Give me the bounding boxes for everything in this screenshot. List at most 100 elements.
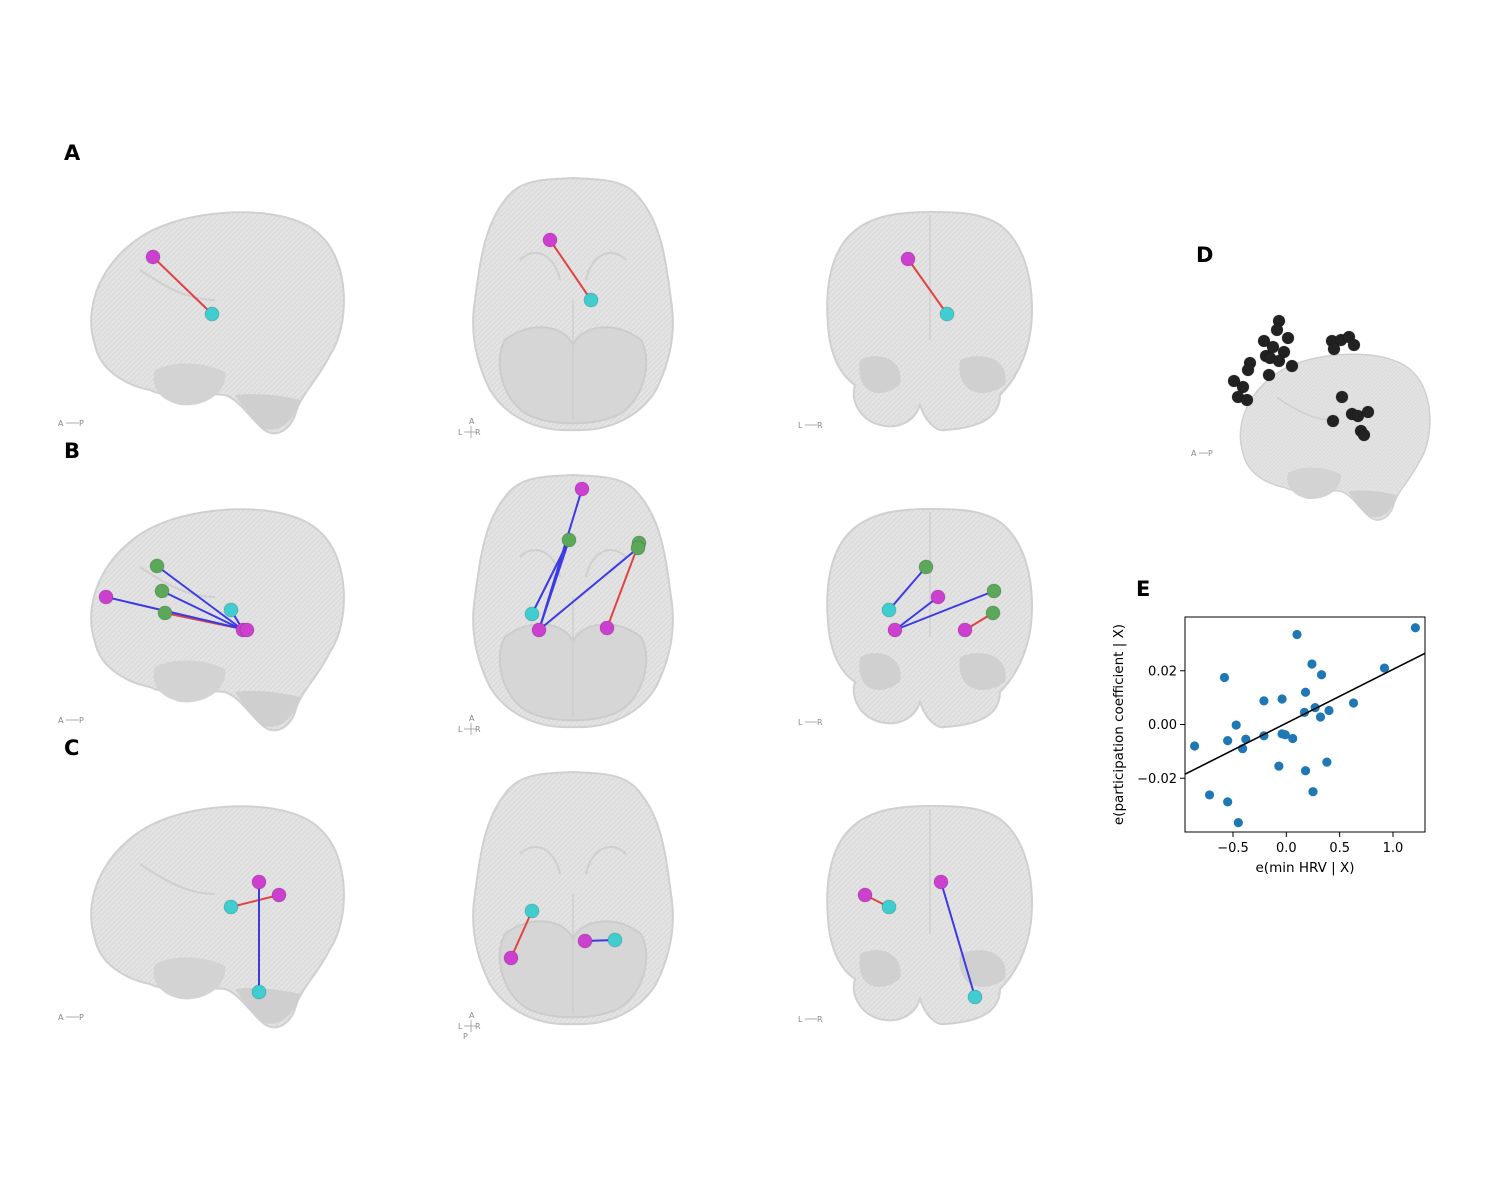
svg-text:P: P [1208,449,1213,458]
scatter-point [1259,696,1269,706]
svg-text:A: A [58,419,64,428]
edge-c-cor-1 [940,881,976,998]
scatter-point [1219,672,1230,683]
node-d-sag-25 [1361,405,1375,419]
y-tick-label: −0.02 [1137,772,1177,787]
node-b-cor-2 [930,589,946,605]
scatter-point [1322,757,1332,767]
brain-coronal-a [826,211,1033,432]
svg-text:R: R [475,725,481,734]
edge-a-ax-0 [549,239,592,301]
orient-axial-c: A L R P [458,1011,481,1041]
edge-b-ax-3 [538,547,639,631]
regression-line [1184,652,1426,775]
node-a-ax-0 [542,232,558,248]
svg-text:L: L [798,1015,803,1024]
brain-coronal-b [826,508,1033,729]
node-b-cor-3 [887,622,903,638]
brain-sagittal-c [90,805,345,1029]
connectome-nodes [98,232,1375,1005]
x-tick-label: 0.0 [1276,841,1297,856]
node-a-sag-1 [204,306,220,322]
node-b-ax-5 [531,622,547,638]
svg-text:P: P [79,419,84,428]
node-b-ax-1 [561,532,577,548]
svg-text:R: R [475,1022,481,1031]
scatter-point [1231,720,1241,730]
node-c-cor-2 [933,874,949,890]
node-c-sag-1 [223,899,239,915]
node-a-cor-1 [939,306,955,322]
node-b-sag-0 [149,558,165,574]
svg-text:A: A [469,714,475,723]
node-b-ax-6 [599,620,615,636]
panel-letter-d: D [1196,243,1213,267]
y-tick-label: 0.00 [1148,718,1177,733]
node-a-sag-0 [145,249,161,265]
node-b-sag-1 [154,583,170,599]
node-c-ax-0 [524,903,540,919]
brain-sagittal-a [90,211,345,435]
node-d-sag-13 [1227,374,1241,388]
scatter-point [1292,629,1302,640]
node-b-sag-3 [98,589,114,605]
panel-letter-e: E [1136,577,1150,601]
scatter-point [1307,659,1317,669]
node-d-sag-2 [1281,331,1295,345]
node-d-sag-26 [1326,414,1340,428]
svg-text:L: L [458,1022,463,1031]
svg-text:R: R [817,1015,823,1024]
orientation-markers: A P A P A P A P A L R A L [58,417,1213,1041]
node-d-sag-9 [1285,359,1299,373]
node-d-sag-11 [1241,363,1255,377]
scatter-point [1348,698,1359,708]
brain-axial-a [472,177,674,432]
node-d-sag-1 [1270,323,1284,337]
scatter-point [1204,790,1215,800]
node-b-sag-6 [239,622,255,638]
svg-text:A: A [58,1013,64,1022]
node-d-sag-12 [1262,368,1276,382]
scatter-point [1288,733,1298,744]
scatter-point [1277,694,1287,704]
svg-text:A: A [1191,449,1197,458]
orient-axial-a: A L R [458,417,481,438]
svg-text:P: P [79,1013,84,1022]
y-axis-ticks: −0.02 0.00 0.02 [1137,664,1185,787]
edge-a-sag-0 [152,256,213,315]
orient-sagittal-c: A P [58,1013,84,1022]
node-c-ax-1 [503,950,519,966]
connectome-edges [105,239,995,998]
edge-b-sag-1 [161,590,244,631]
edge-b-sag-0 [156,565,244,631]
panel-letter-c: C [64,736,79,760]
panel-letter-b: B [64,439,80,463]
node-d-sag-28 [1357,428,1371,442]
plot-frame [1184,616,1426,833]
node-b-cor-5 [985,605,1001,621]
svg-text:P: P [79,716,84,725]
node-b-sag-2 [157,605,173,621]
edge-c-sag-0 [230,894,280,908]
node-a-cor-0 [900,251,916,267]
scatter-point [1274,761,1284,771]
brain-axial-c [472,771,674,1026]
row-a-brains [90,177,1033,435]
node-a-ax-1 [583,292,599,308]
orient-coronal-c: L R [798,1015,823,1024]
svg-text:A: A [58,716,64,725]
node-c-ax-2 [577,933,593,949]
scatter-point [1190,741,1200,751]
scatter-point [1223,797,1233,807]
svg-text:L: L [458,428,463,437]
svg-text:L: L [458,725,463,734]
edge-a-cor-0 [907,258,948,315]
node-d-sag-20 [1327,342,1341,356]
x-axis-label: e(min HRV | X) [1256,860,1355,876]
brain-coronal-c [826,805,1033,1026]
scatter-point [1324,705,1334,716]
svg-text:R: R [817,718,823,727]
scatter-chart: −0.5 0.0 0.5 1.0 −0.02 0.00 0.02 e(min HRV | … [1111,616,1426,876]
svg-text:R: R [817,421,823,430]
